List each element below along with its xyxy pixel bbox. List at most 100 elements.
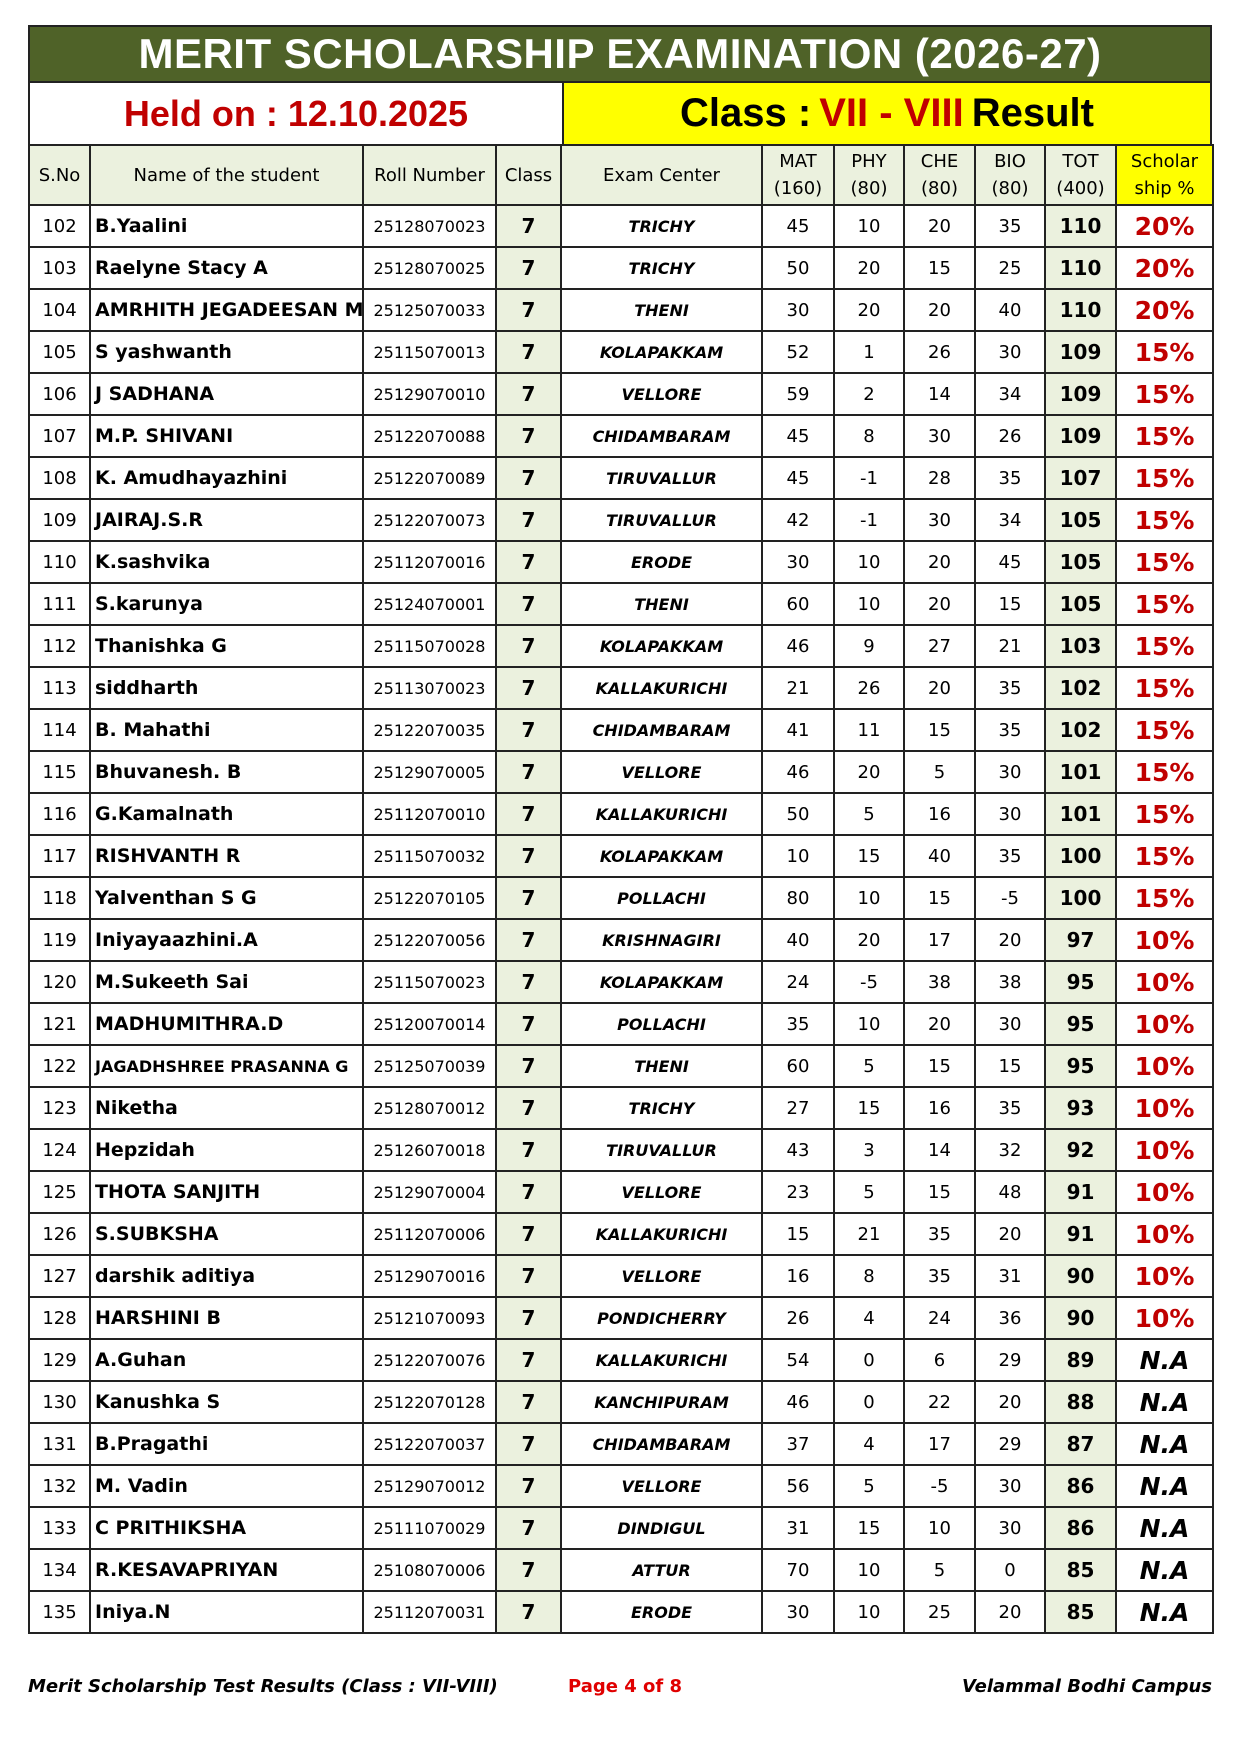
cell-roll-number: 25129070005 xyxy=(362,750,497,794)
cell-mat: 27 xyxy=(761,1086,835,1130)
cell-mat: 42 xyxy=(761,498,835,542)
cell-name: R.KESAVAPRIYAN xyxy=(89,1548,364,1592)
cell-roll-number: 25126070018 xyxy=(362,1128,497,1172)
table-row: 135 Iniya.N 25112070031 7 ERODE 30 10 25 20 85 N.A xyxy=(28,1590,1214,1634)
cell-scholarship: N.A xyxy=(1115,1464,1214,1508)
table-header-row: S.No Name of the student Roll Number Class E… xyxy=(28,144,1214,206)
cell-scholarship: 15% xyxy=(1115,666,1214,710)
cell-total: 92 xyxy=(1044,1128,1117,1172)
table-row: 107 M.P. SHIVANI 25122070088 7 CHIDAMBARAM 45… xyxy=(28,414,1214,458)
cell-name: HARSHINI B xyxy=(89,1296,364,1340)
cell-exam-center: VELLORE xyxy=(560,1464,763,1508)
cell-exam-center: DINDIGUL xyxy=(560,1506,763,1550)
cell-mat: 45 xyxy=(761,414,835,458)
cell-bio: 35 xyxy=(974,456,1046,500)
cell-class: 7 xyxy=(495,1338,562,1382)
cell-exam-center: POLLACHI xyxy=(560,876,763,920)
footer-title: Merit Scholarship Test Results (Class : … xyxy=(28,1676,498,1697)
cell-sno: 131 xyxy=(28,1422,91,1466)
cell-name: K. Amudhayazhini xyxy=(89,456,364,500)
cell-exam-center: KANCHIPURAM xyxy=(560,1380,763,1424)
subheader-row: Held on : 12.10.2025 Class : VII - VIII … xyxy=(28,83,1212,144)
held-on-date: Held on : 12.10.2025 xyxy=(30,83,564,144)
table-row: 108 K. Amudhayazhini 25122070089 7 TIRUVALLU… xyxy=(28,456,1214,500)
cell-exam-center: TIRUVALLUR xyxy=(560,498,763,542)
cell-che: 27 xyxy=(903,624,976,668)
cell-phy: 2 xyxy=(833,372,905,416)
cell-mat: 21 xyxy=(761,666,835,710)
cell-phy: 3 xyxy=(833,1128,905,1172)
header-mat: MAT (160) xyxy=(761,144,835,206)
cell-bio: 30 xyxy=(974,1002,1046,1046)
cell-sno: 113 xyxy=(28,666,91,710)
cell-mat: 26 xyxy=(761,1296,835,1340)
cell-class: 7 xyxy=(495,1590,562,1634)
cell-scholarship: 15% xyxy=(1115,582,1214,626)
cell-roll-number: 25128070023 xyxy=(362,204,497,248)
cell-class: 7 xyxy=(495,1128,562,1172)
cell-mat: 15 xyxy=(761,1212,835,1256)
header-sno: S.No xyxy=(28,144,91,206)
cell-phy: 10 xyxy=(833,582,905,626)
table-row: 133 C PRITHIKSHA 25111070029 7 DINDIGUL 31 15 1… xyxy=(28,1506,1214,1550)
cell-che: 26 xyxy=(903,330,976,374)
cell-roll-number: 25122070128 xyxy=(362,1380,497,1424)
cell-scholarship: 15% xyxy=(1115,792,1214,836)
table-row: 119 Iniyayaazhini.A 25122070056 7 KRISHNAGIR… xyxy=(28,918,1214,962)
table-row: 116 G.Kamalnath 25112070010 7 KALLAKURICHI 50… xyxy=(28,792,1214,836)
cell-total: 85 xyxy=(1044,1548,1117,1592)
cell-che: 14 xyxy=(903,1128,976,1172)
cell-class: 7 xyxy=(495,1044,562,1088)
cell-che: 15 xyxy=(903,1044,976,1088)
cell-mat: 70 xyxy=(761,1548,835,1592)
cell-bio: 48 xyxy=(974,1170,1046,1214)
table-row: 122 JAGADHSHREE PRASANNA G 25125070039 7 THE… xyxy=(28,1044,1214,1088)
cell-roll-number: 25128070025 xyxy=(362,246,497,290)
cell-class: 7 xyxy=(495,708,562,752)
cell-scholarship: 10% xyxy=(1115,960,1214,1004)
cell-mat: 41 xyxy=(761,708,835,752)
cell-sno: 133 xyxy=(28,1506,91,1550)
cell-bio: 20 xyxy=(974,1590,1046,1634)
cell-bio: -5 xyxy=(974,876,1046,920)
cell-total: 88 xyxy=(1044,1380,1117,1424)
cell-phy: 15 xyxy=(833,1506,905,1550)
class-banner: Class : VII - VIII Result xyxy=(564,83,1210,144)
cell-bio: 29 xyxy=(974,1422,1046,1466)
cell-phy: 0 xyxy=(833,1338,905,1382)
cell-total: 101 xyxy=(1044,792,1117,836)
cell-exam-center: TRICHY xyxy=(560,1086,763,1130)
cell-bio: 35 xyxy=(974,834,1046,878)
cell-name: S yashwanth xyxy=(89,330,364,374)
cell-che: 6 xyxy=(903,1338,976,1382)
table-row: 102 B.Yaalini 25128070023 7 TRICHY 45 10 20 35 11… xyxy=(28,204,1214,248)
cell-bio: 35 xyxy=(974,666,1046,710)
cell-mat: 46 xyxy=(761,1380,835,1424)
cell-phy: 4 xyxy=(833,1296,905,1340)
cell-roll-number: 25115070013 xyxy=(362,330,497,374)
cell-phy: -5 xyxy=(833,960,905,1004)
cell-class: 7 xyxy=(495,1254,562,1298)
header-phy: PHY (80) xyxy=(833,144,905,206)
cell-che: 35 xyxy=(903,1212,976,1256)
cell-exam-center: THENI xyxy=(560,288,763,332)
table-row: 129 A.Guhan 25122070076 7 KALLAKURICHI 54 0 6 29… xyxy=(28,1338,1214,1382)
table-row: 127 darshik aditiya 25129070016 7 VELLORE 16 8… xyxy=(28,1254,1214,1298)
cell-bio: 20 xyxy=(974,1212,1046,1256)
header-bio: BIO (80) xyxy=(974,144,1046,206)
table-row: 118 Yalventhan S G 25122070105 7 POLLACHI 80 1… xyxy=(28,876,1214,920)
cell-phy: 10 xyxy=(833,1590,905,1634)
cell-class: 7 xyxy=(495,834,562,878)
cell-mat: 46 xyxy=(761,624,835,668)
cell-sno: 127 xyxy=(28,1254,91,1298)
cell-class: 7 xyxy=(495,918,562,962)
cell-scholarship: 10% xyxy=(1115,1002,1214,1046)
cell-exam-center: KOLAPAKKAM xyxy=(560,330,763,374)
cell-phy: 9 xyxy=(833,624,905,668)
cell-scholarship: 15% xyxy=(1115,540,1214,584)
class-range: VII - VIII xyxy=(819,91,964,135)
cell-roll-number: 25120070014 xyxy=(362,1002,497,1046)
table-row: 114 B. Mahathi 25122070035 7 CHIDAMBARAM 41 11… xyxy=(28,708,1214,752)
cell-exam-center: TIRUVALLUR xyxy=(560,1128,763,1172)
cell-total: 109 xyxy=(1044,330,1117,374)
